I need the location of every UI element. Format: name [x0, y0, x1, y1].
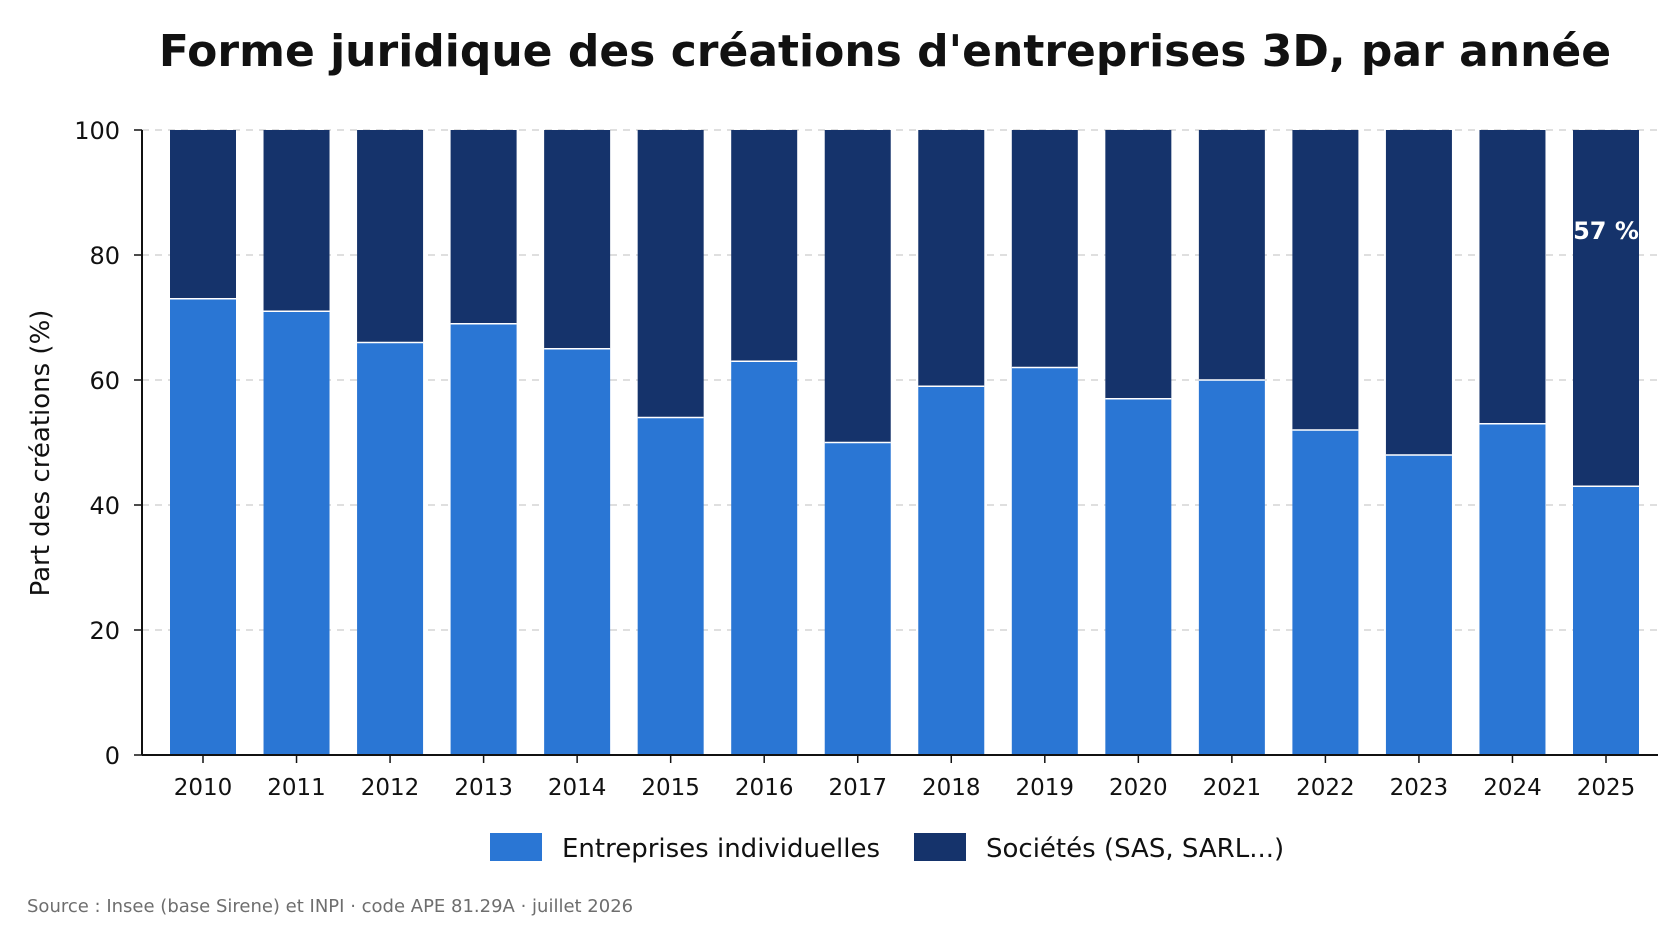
chart-title: Forme juridique des créations d'entrepri…: [159, 26, 1611, 77]
source-note: Source : Insee (base Sirene) et INPI · c…: [27, 896, 633, 917]
bar-societes: [357, 130, 424, 343]
x-tick-label: 2014: [548, 775, 607, 801]
legend-societes-swatch: [914, 833, 966, 861]
bar-societes: [1011, 130, 1078, 368]
x-tick-label: 2024: [1483, 775, 1542, 801]
bar-societes: [544, 130, 611, 349]
x-tick-label: 2013: [454, 775, 513, 801]
x-tick-label: 2025: [1577, 775, 1636, 801]
axes: [141, 130, 1658, 756]
annotations: 57 %: [1573, 217, 1639, 245]
x-tick-label: 2022: [1296, 775, 1355, 801]
y-tick-label: 0: [105, 742, 120, 770]
bar-societes: [1479, 130, 1546, 424]
x-tick-label: 2016: [735, 775, 794, 801]
x-tick-label: 2023: [1390, 775, 1449, 801]
x-tick-label: 2011: [267, 775, 326, 801]
bar-societes: [824, 130, 891, 443]
y-tick-label: 60: [89, 367, 120, 395]
bar-entreprises-individuelles: [824, 442, 891, 755]
bar-entreprises-individuelles: [1479, 423, 1546, 755]
bar-entreprises-individuelles: [637, 417, 704, 755]
bar-societes: [1385, 130, 1452, 455]
y-tick-label: 100: [74, 117, 120, 145]
x-tick-label: 2015: [641, 775, 700, 801]
legend: Entreprises individuelles Sociétés (SAS, …: [490, 833, 1284, 864]
bar-societes: [918, 130, 985, 387]
x-axis-ticks: 2010 2011 2012 2013 2014 2015 2016 2017 2018 2019…: [174, 755, 1636, 801]
x-tick-label: 2010: [174, 775, 233, 801]
legend-societes-label: Sociétés (SAS, SARL...): [986, 834, 1284, 864]
bar-entreprises-individuelles: [918, 386, 985, 755]
x-tick-label: 2012: [361, 775, 420, 801]
legend-entreprises-individuelles-label: Entreprises individuelles: [562, 834, 880, 864]
legend-entreprises-individuelles-swatch: [490, 833, 542, 861]
y-axis-ticks: 0 20 40 60 80 100: [74, 117, 142, 770]
bar-societes: [731, 130, 798, 362]
y-tick-label: 20: [89, 617, 120, 645]
bar-societes: [263, 130, 330, 312]
bar-entreprises-individuelles: [1385, 455, 1452, 755]
x-tick-label: 2021: [1203, 775, 1262, 801]
bar-entreprises-individuelles: [263, 311, 330, 755]
x-tick-label: 2017: [828, 775, 887, 801]
bar-societes: [170, 130, 236, 299]
bar-entreprises-individuelles: [731, 361, 798, 755]
bar-entreprises-individuelles: [1573, 486, 1639, 755]
bars: [170, 130, 1639, 755]
y-tick-label: 80: [89, 242, 120, 270]
bar-entreprises-individuelles: [1292, 430, 1359, 755]
bar-entreprises-individuelles: [357, 342, 424, 755]
bar-entreprises-individuelles: [1011, 367, 1078, 755]
bar-societes: [450, 130, 517, 324]
bar-entreprises-individuelles: [1198, 380, 1265, 755]
bar-entreprises-individuelles: [170, 298, 236, 755]
y-axis-label: Part des créations (%): [26, 310, 56, 597]
bar-societes: [1573, 130, 1639, 487]
x-tick-label: 2019: [1016, 775, 1075, 801]
bar-societes: [637, 130, 704, 418]
bar-societes: [1292, 130, 1359, 430]
bar-societes: [1105, 130, 1172, 399]
bar-societes: [1198, 130, 1265, 380]
x-tick-label: 2020: [1109, 775, 1168, 801]
bar-entreprises-individuelles: [1105, 398, 1172, 755]
x-tick-label: 2018: [922, 775, 981, 801]
bar-entreprises-individuelles: [544, 348, 611, 755]
bar-value-annotation: 57 %: [1573, 217, 1639, 245]
y-tick-label: 40: [89, 492, 120, 520]
bar-entreprises-individuelles: [450, 323, 517, 755]
